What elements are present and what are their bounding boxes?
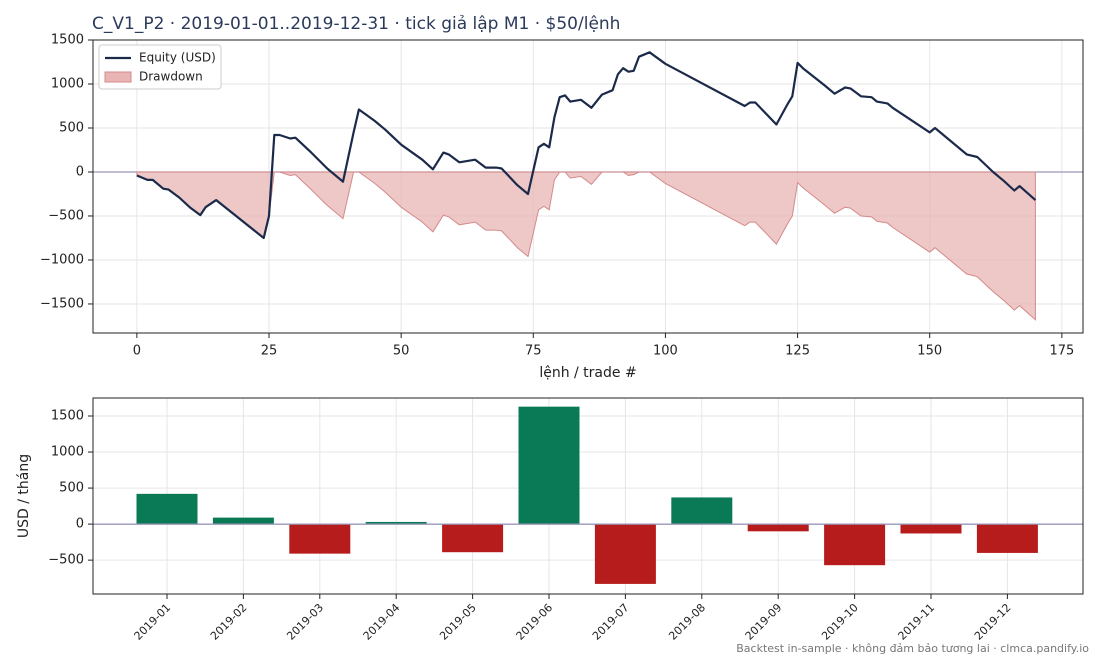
x-tick-label: 0 bbox=[133, 344, 141, 359]
y-tick-label: 1000 bbox=[51, 445, 84, 460]
bar bbox=[976, 524, 1038, 553]
legend-label: Drawdown bbox=[139, 70, 203, 84]
bar bbox=[136, 493, 198, 525]
x-tick-label: 2019-05 bbox=[437, 601, 479, 643]
x-tick-label: 2019-01 bbox=[132, 601, 174, 643]
drawdown-area bbox=[136, 171, 1036, 321]
y-tick-label: 1500 bbox=[51, 33, 84, 48]
x-tick-label: 2019-08 bbox=[666, 601, 708, 643]
y-tick-label: 0 bbox=[76, 517, 84, 532]
x-tick-label: 125 bbox=[785, 344, 810, 359]
x-tick-label: 150 bbox=[917, 344, 942, 359]
legend-label: Equity (USD) bbox=[139, 51, 216, 65]
x-tick-label: 2019-02 bbox=[208, 601, 250, 643]
x-tick-label: 2019-07 bbox=[590, 601, 632, 643]
y-tick-label: 1000 bbox=[51, 76, 84, 91]
y-axis-label: USD / tháng bbox=[16, 454, 32, 538]
plot-frame bbox=[92, 39, 1084, 334]
y-tick-label: 500 bbox=[59, 481, 84, 496]
y-tick-label: 0 bbox=[76, 164, 84, 179]
y-tick-label: 1500 bbox=[51, 409, 84, 424]
x-tick-label: 100 bbox=[653, 344, 678, 359]
x-tick-label: 2019-09 bbox=[743, 601, 785, 643]
y-tick-label: −1500 bbox=[40, 296, 84, 311]
x-tick-label: 2019-06 bbox=[514, 601, 556, 643]
bar bbox=[824, 524, 886, 566]
x-tick-label: 2019-12 bbox=[972, 601, 1014, 643]
x-tick-label: 75 bbox=[525, 344, 542, 359]
bar bbox=[594, 524, 656, 584]
equity-line bbox=[136, 51, 1037, 240]
x-tick-label: 25 bbox=[261, 344, 278, 359]
bar bbox=[289, 524, 351, 554]
x-tick-label: 2019-04 bbox=[361, 601, 403, 643]
y-tick-label: −1000 bbox=[40, 252, 84, 267]
y-tick-label: 500 bbox=[59, 120, 84, 135]
y-tick-label: −500 bbox=[48, 208, 84, 223]
x-tick-label: 50 bbox=[393, 344, 410, 359]
bar bbox=[442, 524, 504, 553]
bar bbox=[900, 524, 962, 534]
x-tick-label: 2019-10 bbox=[819, 601, 861, 643]
x-tick-label: 2019-03 bbox=[284, 601, 326, 643]
figure-title: C_V1_P2 · 2019-01-01..2019-12-31 · tick … bbox=[92, 14, 620, 34]
y-tick-label: −500 bbox=[48, 553, 84, 568]
x-tick-label: 2019-11 bbox=[896, 601, 938, 643]
bar bbox=[747, 524, 809, 532]
bar bbox=[671, 497, 733, 525]
bar bbox=[212, 517, 274, 525]
bar bbox=[365, 521, 427, 525]
plot-frame bbox=[92, 397, 1084, 595]
x-axis-label: lệnh / trade # bbox=[539, 365, 636, 381]
legend-swatch bbox=[104, 71, 132, 83]
bar bbox=[518, 406, 580, 525]
x-tick-label: 175 bbox=[1049, 344, 1074, 359]
footnote: Backtest in-sample · không đảm bảo tương… bbox=[736, 642, 1089, 655]
